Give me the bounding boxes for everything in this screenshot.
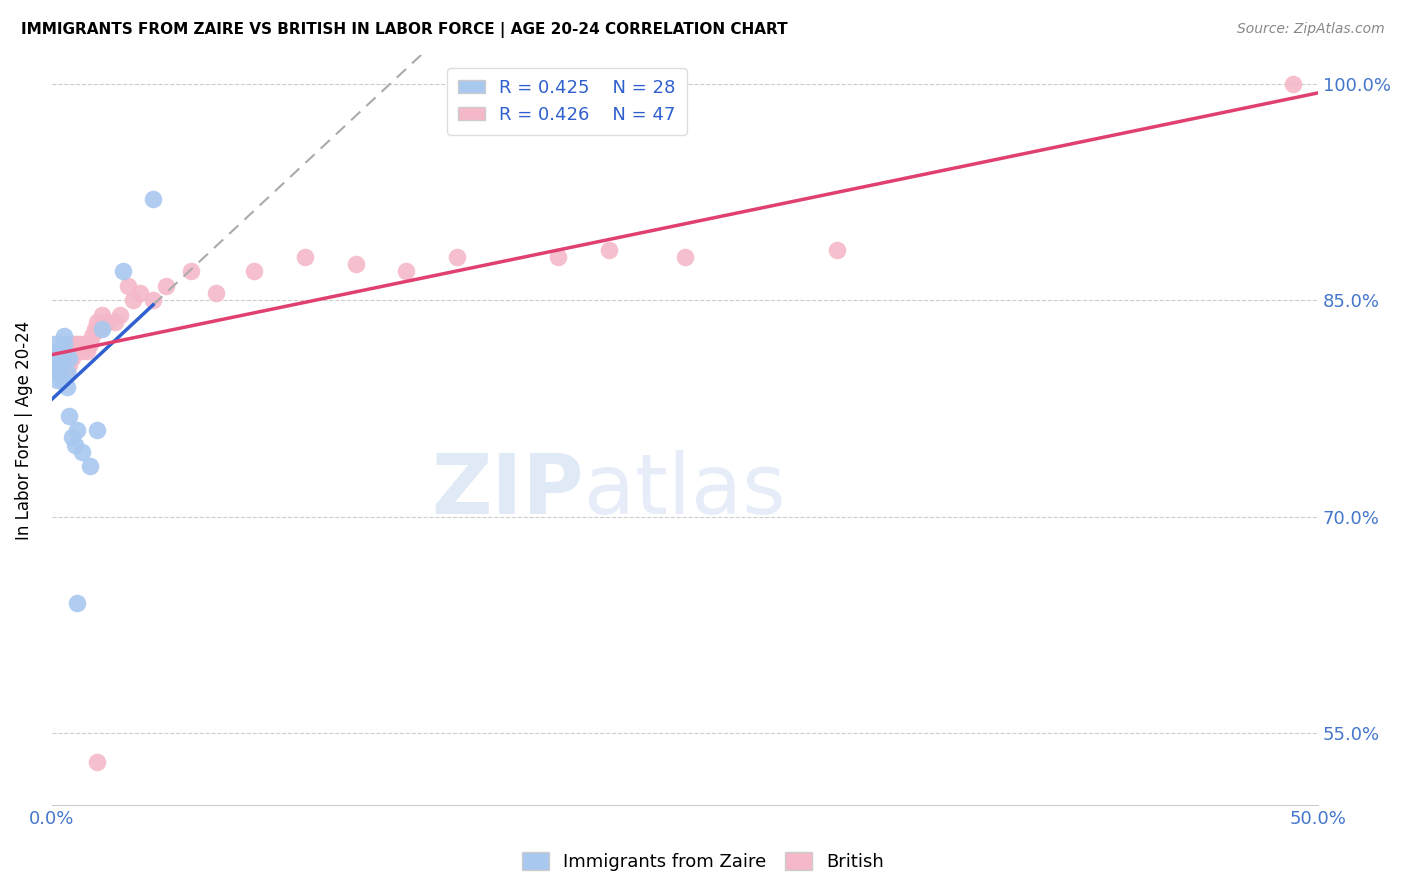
Point <box>96 315 118 329</box>
Text: Source: ZipAtlas.com: Source: ZipAtlas.com <box>1237 22 1385 37</box>
Point <box>73 336 96 351</box>
Point <box>56 366 79 380</box>
Point <box>825 243 848 257</box>
Point <box>56 366 79 380</box>
Point <box>60 336 83 351</box>
Point <box>48 366 70 380</box>
Point <box>51 366 73 380</box>
Point <box>51 373 73 387</box>
Point <box>56 351 79 365</box>
Point <box>70 343 93 358</box>
Point <box>142 293 165 308</box>
Point <box>86 755 108 769</box>
Point <box>294 250 316 264</box>
Point <box>58 351 80 365</box>
Point <box>1281 77 1303 91</box>
Point <box>66 596 89 610</box>
Point <box>63 343 86 358</box>
Point <box>58 358 80 372</box>
Point <box>108 308 131 322</box>
Point <box>104 315 127 329</box>
Point <box>53 351 76 365</box>
Point <box>51 351 73 365</box>
Point <box>89 322 111 336</box>
Point <box>66 336 89 351</box>
Point <box>598 243 620 257</box>
Point <box>48 343 70 358</box>
Text: IMMIGRANTS FROM ZAIRE VS BRITISH IN LABOR FORCE | AGE 20-24 CORRELATION CHART: IMMIGRANTS FROM ZAIRE VS BRITISH IN LABO… <box>21 22 787 38</box>
Point <box>44 336 66 351</box>
Point <box>53 329 76 343</box>
Point <box>45 343 67 358</box>
Point <box>66 423 89 437</box>
Point <box>86 423 108 437</box>
Point <box>44 366 66 380</box>
Point <box>79 336 101 351</box>
Point <box>180 264 202 278</box>
Point <box>205 286 228 301</box>
Point <box>142 192 165 206</box>
Point <box>129 286 152 301</box>
Point <box>76 343 98 358</box>
Point <box>69 336 91 351</box>
Point <box>111 264 134 278</box>
Point <box>82 329 104 343</box>
Point <box>58 409 80 423</box>
Point <box>243 264 266 278</box>
Legend: Immigrants from Zaire, British: Immigrants from Zaire, British <box>515 845 891 879</box>
Point <box>45 358 67 372</box>
Point <box>91 308 114 322</box>
Point <box>395 264 418 278</box>
Point <box>60 430 83 444</box>
Point <box>121 293 143 308</box>
Point <box>44 358 66 372</box>
Text: atlas: atlas <box>583 450 786 531</box>
Point <box>66 343 89 358</box>
Point <box>117 279 139 293</box>
Point <box>53 336 76 351</box>
Point <box>547 250 569 264</box>
Point <box>44 351 66 365</box>
Point <box>83 322 105 336</box>
Point <box>86 315 108 329</box>
Point <box>53 343 76 358</box>
Point <box>45 366 67 380</box>
Point <box>344 257 367 271</box>
Y-axis label: In Labor Force | Age 20-24: In Labor Force | Age 20-24 <box>15 320 32 540</box>
Text: ZIP: ZIP <box>432 450 583 531</box>
Point <box>673 250 696 264</box>
Legend: R = 0.425    N = 28, R = 0.426    N = 47: R = 0.425 N = 28, R = 0.426 N = 47 <box>447 68 686 135</box>
Point <box>70 444 93 458</box>
Point <box>56 380 79 394</box>
Point <box>63 437 86 451</box>
Point <box>91 322 114 336</box>
Point <box>60 351 83 365</box>
Point <box>63 336 86 351</box>
Point <box>155 279 177 293</box>
Point <box>48 358 70 372</box>
Point <box>45 373 67 387</box>
Point <box>446 250 468 264</box>
Point <box>45 351 67 365</box>
Point <box>48 351 70 365</box>
Point <box>58 343 80 358</box>
Point <box>79 459 101 474</box>
